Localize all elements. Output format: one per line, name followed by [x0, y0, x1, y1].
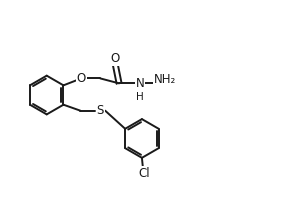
- Text: S: S: [97, 104, 104, 117]
- Text: H: H: [136, 92, 144, 102]
- Text: N: N: [135, 77, 144, 90]
- Text: O: O: [77, 72, 86, 85]
- Text: O: O: [110, 52, 120, 65]
- Text: NH₂: NH₂: [154, 73, 176, 86]
- Text: Cl: Cl: [138, 167, 150, 180]
